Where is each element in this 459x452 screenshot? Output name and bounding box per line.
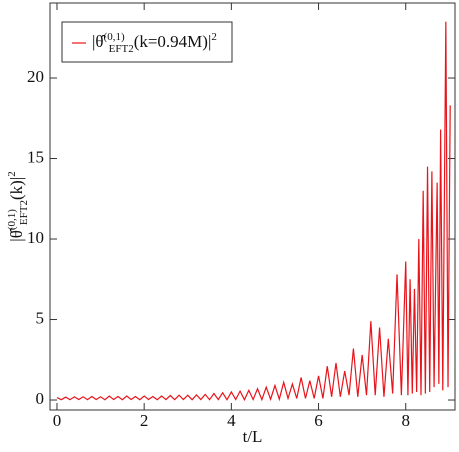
y-tick-label: 5	[36, 308, 45, 327]
y-tick-label: 15	[27, 147, 44, 166]
y-tick-label: 20	[27, 67, 44, 86]
label-part: 2	[6, 171, 18, 177]
label-part: (k)|	[7, 177, 26, 200]
label-part: (k=0.94M)|	[134, 32, 212, 51]
label-part: EFT	[109, 43, 129, 55]
label-part: (0,1)	[104, 31, 125, 43]
label-part: 2	[211, 31, 217, 43]
legend-label: |θ̂(0,1) EFT2(k=0.94M)|2	[92, 31, 217, 55]
legend-box	[61, 21, 233, 63]
x-tick-label: 8	[401, 411, 410, 430]
x-tick-label: 4	[227, 411, 236, 430]
plot-frame	[49, 2, 456, 411]
data-line	[56, 21, 451, 402]
x-tick-label: 0	[53, 411, 62, 430]
y-tick-label: 10	[27, 228, 44, 247]
label-part: EFT	[18, 205, 30, 225]
x-axis-label: t/L	[243, 427, 263, 446]
x-tick-label: 2	[140, 411, 149, 430]
y-tick-label: 0	[36, 389, 45, 408]
label-part: (0,1)	[6, 209, 18, 230]
label-part: |θ̂	[92, 32, 107, 51]
label-part: |θ̂	[7, 227, 26, 242]
label-part: 2	[18, 200, 30, 206]
y-axis-label: |θ̂(0,1)EFT2(k)|2	[6, 171, 30, 241]
x-tick-label: 6	[314, 411, 323, 430]
label-part: 2	[128, 43, 134, 55]
